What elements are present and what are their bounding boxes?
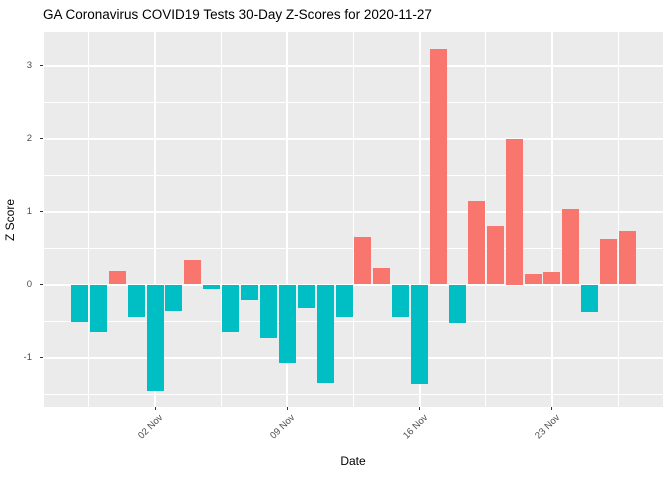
gridline-x-minor (352, 32, 354, 407)
bar-2020-11-25 (581, 284, 599, 313)
x-tick-label: 09 Nov (268, 411, 298, 441)
gridline-y-major (43, 137, 663, 140)
bar-2020-10-30 (89, 284, 107, 332)
x-tick-mark (551, 406, 553, 410)
gridline-y-major (43, 64, 663, 67)
y-tick-mark (40, 211, 43, 212)
bar-2020-10-31 (108, 271, 126, 285)
y-tick-label: 0 (26, 278, 32, 290)
bar-2020-11-18 (448, 284, 466, 324)
bar-2020-11-07 (241, 284, 258, 300)
y-tick-mark (40, 138, 43, 139)
bar-2020-11-23 (543, 272, 561, 285)
bar-2020-11-16 (411, 284, 429, 384)
bar-2020-11-04 (184, 259, 202, 285)
y-axis-title: Z Score (3, 199, 17, 242)
gridline-x-minor (617, 32, 619, 407)
y-tick-mark (40, 357, 43, 358)
bar-2020-11-03 (165, 284, 183, 311)
y-tick-mark (40, 65, 43, 66)
bar-2020-11-21 (505, 138, 523, 285)
bar-2020-11-14 (373, 267, 391, 285)
y-tick-label: 2 (26, 132, 32, 144)
x-tick-label: 23 Nov (532, 411, 562, 441)
gridline-x-minor (88, 32, 90, 407)
bar-2020-11-11 (316, 284, 334, 384)
gridline-x-major (550, 32, 553, 407)
bar-2020-11-15 (392, 284, 410, 318)
bar-2020-11-05 (203, 284, 221, 289)
gridline-y-major (43, 356, 663, 359)
gridline-x-major (418, 32, 421, 407)
y-tick-mark (40, 284, 43, 285)
y-tick-label: 1 (26, 205, 32, 217)
chart-title: GA Coronavirus COVID19 Tests 30-Day Z-Sc… (43, 7, 432, 22)
bar-2020-11-13 (354, 237, 372, 285)
bar-2020-11-08 (259, 284, 277, 338)
x-tick-mark (419, 406, 421, 410)
bar-2020-11-02 (146, 284, 164, 392)
y-tick-label: -1 (23, 351, 32, 363)
bar-2020-11-01 (127, 284, 145, 318)
gridline-x-major (286, 32, 289, 407)
bar-2020-11-20 (486, 226, 504, 285)
x-tick-label: 16 Nov (400, 411, 430, 441)
x-axis-title: Date (340, 454, 366, 468)
x-tick-mark (154, 406, 156, 410)
gridline-x-minor (485, 32, 487, 407)
bar-2020-11-06 (222, 284, 240, 332)
bar-2020-11-09 (278, 284, 296, 363)
bar-2020-11-27 (619, 231, 636, 285)
gridline-y-major (43, 283, 663, 286)
bar-2020-11-17 (430, 48, 447, 285)
gridline-x-minor (220, 32, 222, 407)
x-tick-label: 02 Nov (136, 411, 166, 441)
y-tick-label: 3 (26, 59, 32, 71)
bar-2020-11-10 (297, 284, 315, 308)
bar-2020-11-19 (467, 200, 485, 285)
gridline-x-major (154, 32, 156, 407)
bar-2020-11-22 (524, 273, 542, 285)
bar-2020-11-24 (562, 208, 580, 285)
x-tick-mark (286, 406, 288, 410)
bar-2020-11-12 (335, 284, 353, 318)
bar-2020-11-26 (600, 239, 618, 285)
gridline-y-major (43, 210, 663, 213)
plot-panel (43, 32, 663, 407)
bar-2020-10-29 (70, 284, 88, 322)
